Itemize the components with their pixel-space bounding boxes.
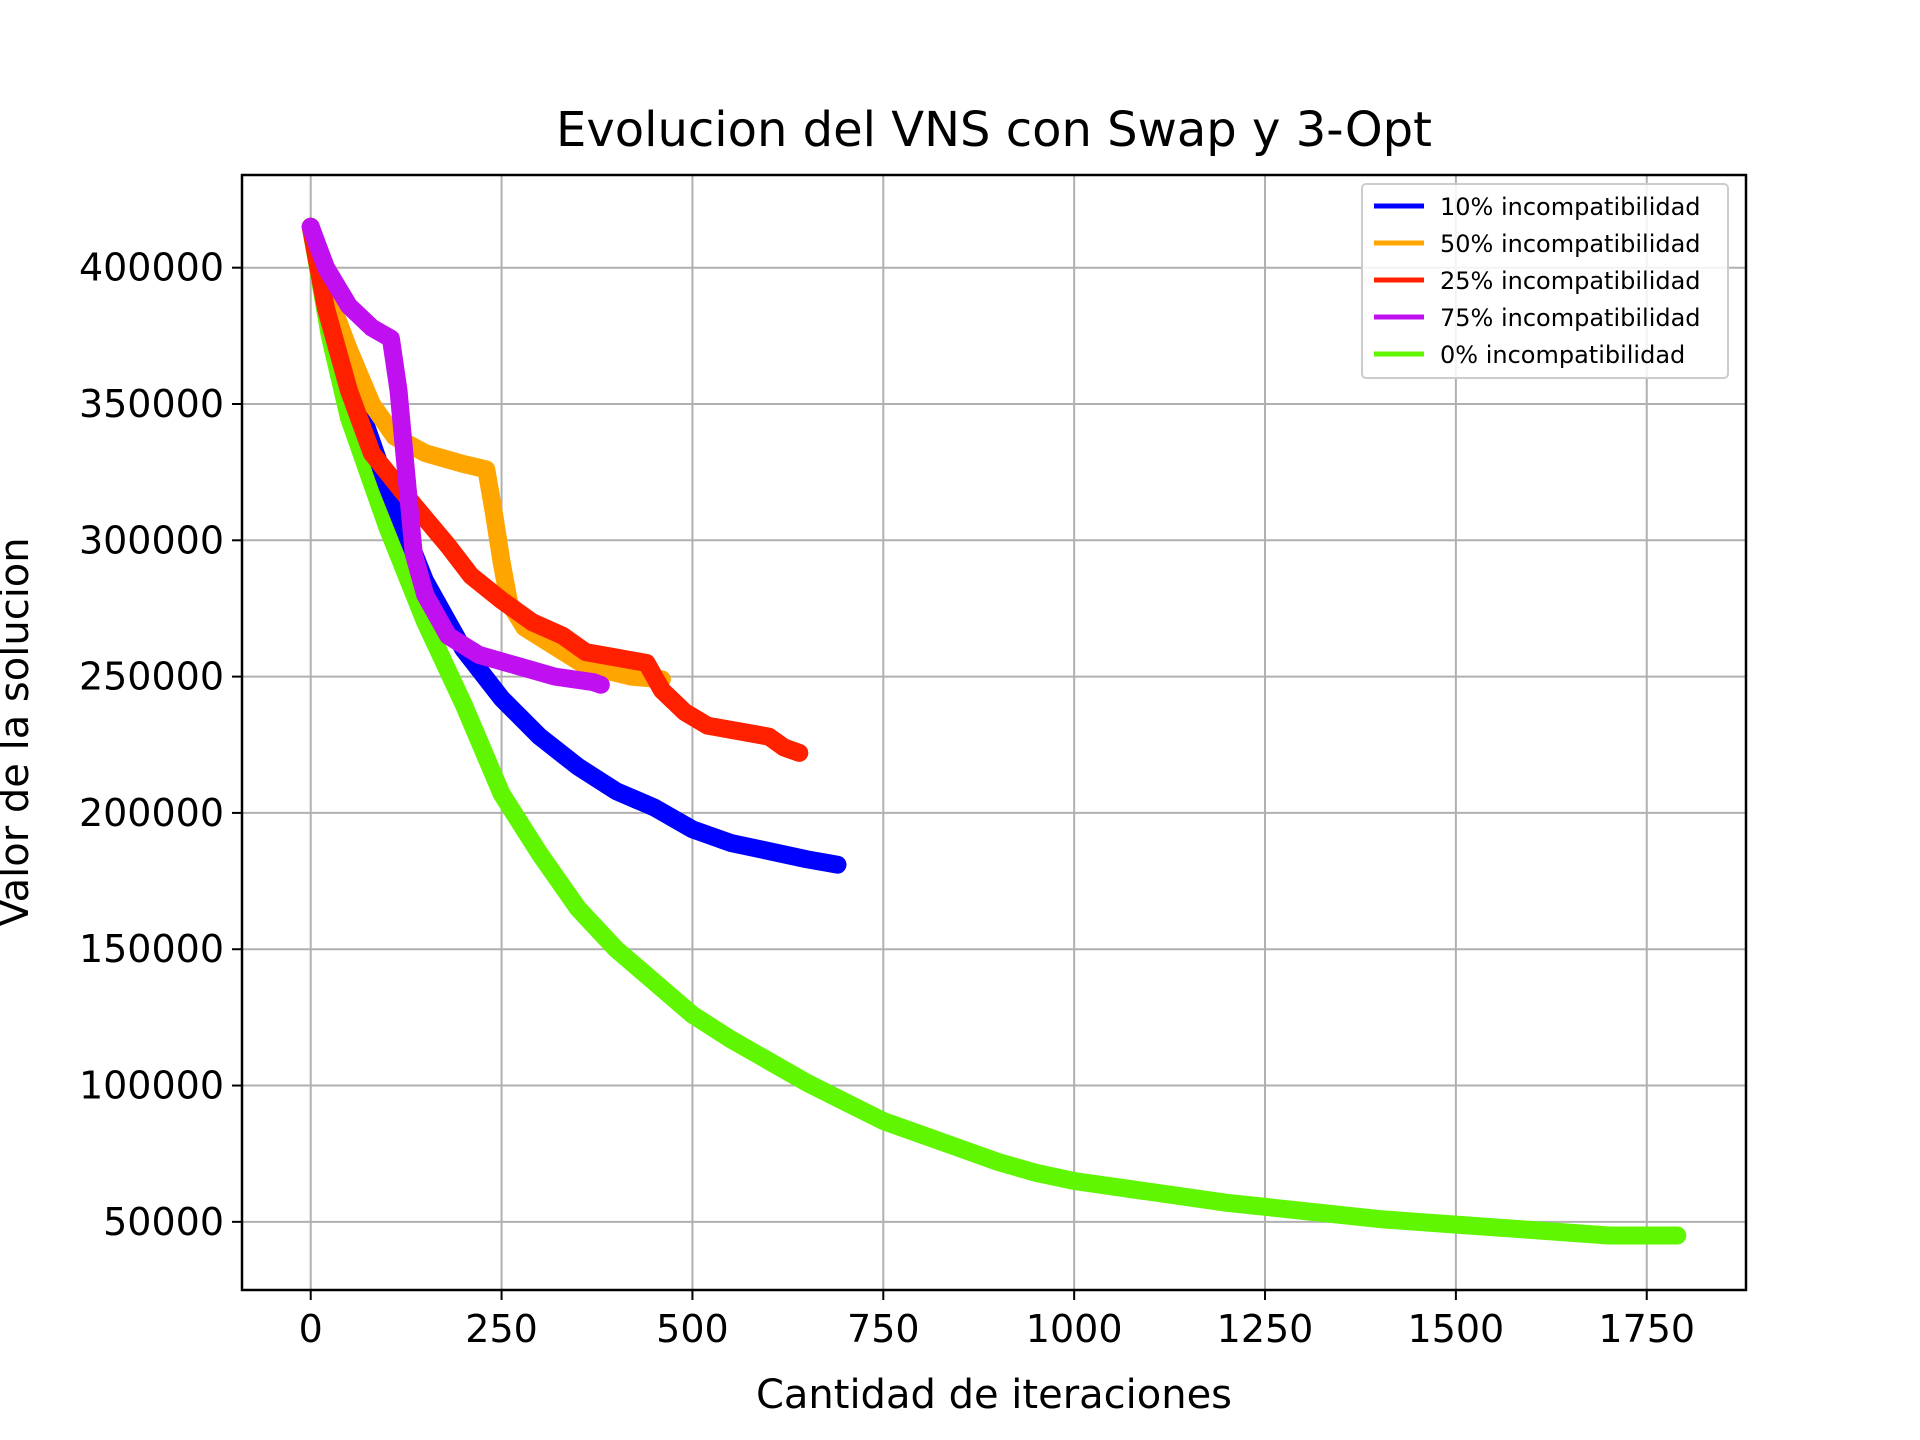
plot-frame (240, 173, 1748, 1292)
y-tick-label: 350000 (79, 382, 224, 426)
legend-frame (1361, 183, 1729, 379)
y-axis: 50000 100000 150000 200000 250000 300000 35000… (79, 246, 242, 1244)
legend-label: 75% incompatibilidad (1440, 304, 1701, 332)
y-tick-label: 200000 (79, 791, 224, 835)
series-line (301, 217, 1687, 1245)
x-tick-label: 750 (847, 1307, 920, 1351)
legend-label: 25% incompatibilidad (1440, 267, 1701, 295)
legend-label: 50% incompatibilidad (1440, 230, 1701, 258)
y-tick-label: 150000 (79, 927, 224, 971)
x-axis: 0 250 500 750 1000 1250 1500 1750 (299, 1290, 1695, 1351)
series-line (301, 217, 671, 689)
x-tick-label: 500 (656, 1307, 729, 1351)
series-line (301, 217, 809, 762)
x-tick-label: 1250 (1217, 1307, 1314, 1351)
x-tick-label: 1750 (1598, 1307, 1695, 1351)
y-tick-label: 400000 (79, 246, 224, 290)
series-line (301, 217, 610, 694)
legend-label: 0% incompatibilidad (1440, 341, 1685, 369)
y-tick-label: 300000 (79, 518, 224, 562)
x-axis-label: Cantidad de iteraciones (756, 1372, 1232, 1418)
y-tick-label: 100000 (79, 1064, 224, 1108)
y-tick-label: 250000 (79, 655, 224, 699)
x-tick-label: 250 (465, 1307, 538, 1351)
chart-title: Evolucion del VNS con Swap y 3-Opt (556, 102, 1432, 158)
x-tick-label: 0 (299, 1307, 323, 1351)
legend: 10% incompatibilidad 50% incompatibilidad… (1361, 183, 1729, 379)
y-tick-label: 50000 (103, 1200, 224, 1244)
x-tick-label: 1000 (1026, 1307, 1123, 1351)
legend-label: 10% incompatibilidad (1440, 193, 1701, 221)
x-tick-label: 1500 (1408, 1307, 1505, 1351)
y-axis-label: Valor de la solucion (0, 537, 38, 926)
series-layer (301, 217, 1687, 1245)
